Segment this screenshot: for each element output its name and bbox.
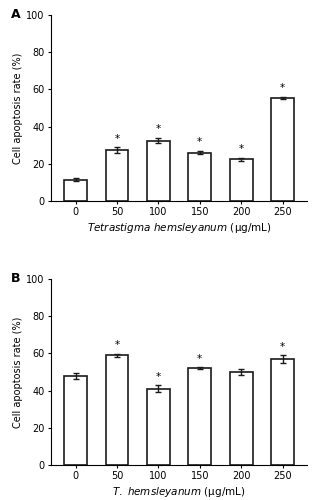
Text: *: * <box>280 84 285 94</box>
Y-axis label: Cell apoptosis rate (%): Cell apoptosis rate (%) <box>13 316 23 428</box>
Bar <box>147 389 170 465</box>
Text: *: * <box>280 342 285 352</box>
Text: *: * <box>156 124 161 134</box>
Text: *: * <box>239 144 244 154</box>
Y-axis label: Cell apoptosis rate (%): Cell apoptosis rate (%) <box>13 52 23 164</box>
Bar <box>106 356 128 465</box>
Bar <box>230 159 253 201</box>
Bar <box>64 376 87 465</box>
X-axis label: $\it{Tetrastigma\ hemsleyanum}$ (μg/mL): $\it{Tetrastigma\ hemsleyanum}$ (μg/mL) <box>87 222 271 235</box>
Text: *: * <box>114 134 120 143</box>
Text: *: * <box>156 372 161 382</box>
Text: *: * <box>197 138 202 147</box>
Bar <box>271 98 294 201</box>
Text: *: * <box>114 340 120 350</box>
Text: B: B <box>11 272 20 284</box>
Text: *: * <box>197 354 202 364</box>
X-axis label: $\it{T.\ hemsleyanum}$ (μg/mL): $\it{T.\ hemsleyanum}$ (μg/mL) <box>112 486 246 500</box>
Bar <box>147 140 170 201</box>
Bar <box>230 372 253 465</box>
Text: A: A <box>11 8 21 20</box>
Bar <box>188 368 211 465</box>
Bar <box>106 150 128 201</box>
Bar <box>271 359 294 465</box>
Bar <box>188 152 211 201</box>
Bar <box>64 180 87 201</box>
